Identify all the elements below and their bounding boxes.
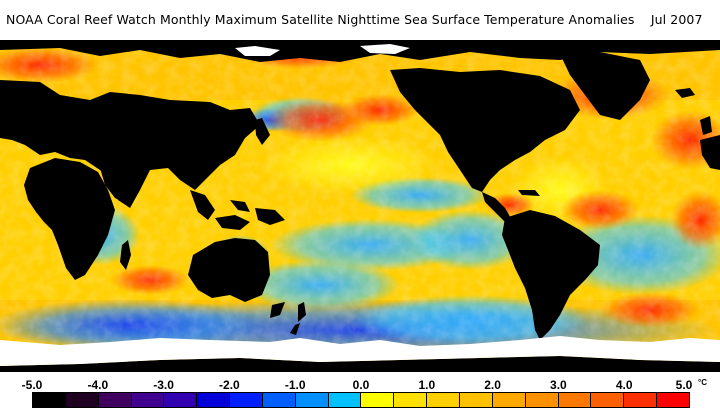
colorbar-tick-label: 4.0 [615, 378, 633, 392]
colorbar-tick-label: 5.0 [675, 378, 693, 392]
colorbar-tick-label: -1.0 [284, 378, 306, 392]
colorbar-swatch [394, 393, 428, 407]
map-title: NOAA Coral Reef Watch Monthly Maximum Sa… [6, 12, 703, 27]
colorbar-swatch [197, 393, 231, 407]
colorbar-tick-label: 1.0 [418, 378, 436, 392]
colorbar-swatch [131, 393, 165, 407]
colorbar-swatch [591, 393, 625, 407]
colorbar-tick-label: -5.0 [21, 378, 43, 392]
colorbar-swatch [65, 393, 99, 407]
sea-ice [0, 44, 720, 366]
colorbar-tick-labels: -5.0 -4.0 -3.0 -2.0 -1.0 0.0 1.0 2.0 3.0 4.0 5.0 [0, 378, 720, 392]
sst-anomaly-map [0, 40, 720, 372]
colorbar-swatch [459, 393, 493, 407]
colorbar-swatch [262, 393, 296, 407]
colorbar-unit: °C [698, 378, 707, 393]
colorbar-tick-label: -2.0 [219, 378, 240, 392]
colorbar-swatch [295, 393, 329, 407]
colorbar-tick-label: 2.0 [484, 378, 501, 392]
colorbar-swatch [657, 393, 689, 407]
colorbar-tick-label: -3.0 [153, 378, 174, 392]
colorbar-swatch [33, 393, 66, 407]
colorbar-swatch [427, 393, 460, 407]
colorbar-swatch [98, 393, 132, 407]
colorbar-swatch [525, 393, 559, 407]
colorbar-swatch [624, 393, 658, 407]
colorbar-tick-label: 3.0 [550, 378, 567, 392]
colorbar [32, 392, 690, 408]
land-masses [0, 40, 720, 372]
colorbar-swatch [230, 393, 263, 407]
colorbar-swatch [558, 393, 592, 407]
colorbar-swatch [164, 393, 198, 407]
colorbar-swatch [328, 393, 362, 407]
colorbar-swatch [492, 393, 526, 407]
colorbar-tick-label: -4.0 [87, 378, 109, 392]
degree-unit: °C [698, 378, 707, 387]
colorbar-tick-label: 0.0 [352, 378, 370, 392]
colorbar-swatch [361, 393, 395, 407]
